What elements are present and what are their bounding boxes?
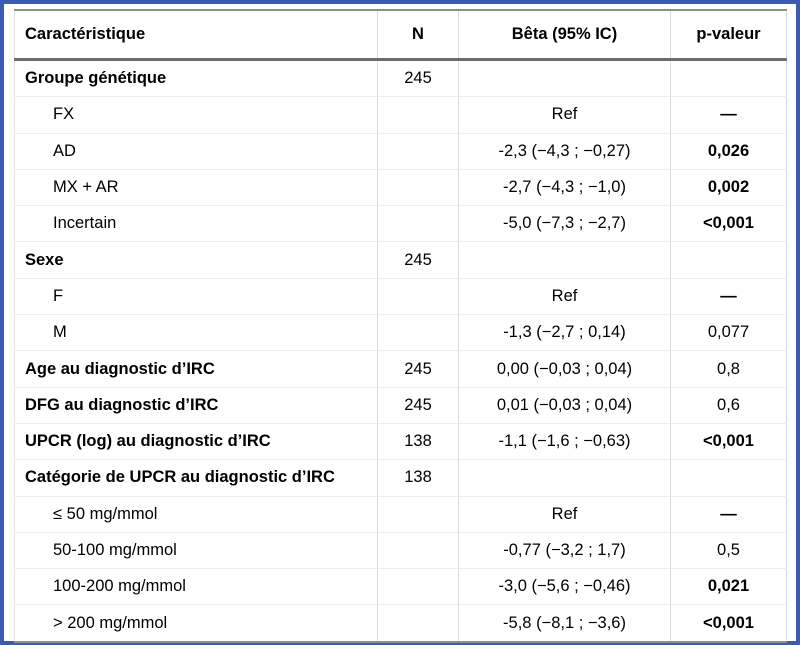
- row-beta-value: [458, 459, 671, 497]
- row-label: Sexe: [14, 241, 378, 279]
- row-beta-value: -2,7 (−4,3 ; −1,0): [458, 169, 671, 207]
- row-p-value: [670, 59, 787, 98]
- table-row: 50-100 mg/mmol -0,77 (−3,2 ; 1,7) 0,5: [14, 532, 787, 570]
- table-row: FX Ref —: [14, 96, 787, 134]
- row-label: F: [14, 278, 378, 316]
- row-p-value: <0,001: [670, 423, 787, 461]
- row-n-value: [377, 496, 459, 533]
- table-row: Catégorie de UPCR au diagnostic d’IRC 138: [14, 459, 787, 497]
- row-label: > 200 mg/mmol: [14, 604, 378, 642]
- row-label: 50-100 mg/mmol: [14, 532, 378, 570]
- row-n-value: 245: [377, 387, 459, 424]
- row-label: UPCR (log) au diagnostic d’IRC: [14, 423, 378, 461]
- row-n-value: 245: [377, 350, 459, 388]
- row-beta-value: 0,01 (−0,03 ; 0,04): [458, 387, 671, 424]
- row-p-value: <0,001: [703, 613, 754, 632]
- row-label: ≤ 50 mg/mmol: [14, 496, 378, 533]
- row-label: Catégorie de UPCR au diagnostic d’IRC: [14, 459, 378, 497]
- row-n-value: 138: [377, 423, 459, 461]
- row-label: Incertain: [14, 205, 378, 243]
- table-row: Incertain -5,0 (−7,3 ; −2,7) <0,001: [14, 205, 787, 243]
- row-beta-value: -5,8 (−8,1 ; −3,6): [458, 604, 671, 642]
- row-beta-value: [458, 241, 671, 279]
- table-row: MX + AR -2,7 (−4,3 ; −1,0) 0,002: [14, 169, 787, 207]
- row-n-value: [377, 532, 459, 570]
- col-header-n: N: [377, 10, 459, 61]
- row-p-value: 0,021: [670, 568, 787, 606]
- row-label: Groupe génétique: [14, 59, 378, 98]
- row-n-value: [377, 205, 459, 243]
- table-row: M -1,3 (−2,7 ; 0,14) 0,077: [14, 314, 787, 352]
- row-p-value: 0,5: [670, 532, 787, 570]
- row-beta-value: Ref: [458, 278, 671, 316]
- row-n-value: [377, 568, 459, 606]
- row-p-value: 0,6: [670, 387, 787, 424]
- row-label: M: [14, 314, 378, 352]
- row-p-value: —: [670, 96, 787, 134]
- row-label: MX + AR: [14, 169, 378, 207]
- table-row: 100-200 mg/mmol -3,0 (−5,6 ; −0,46) 0,021: [14, 568, 787, 606]
- table-row: > 200 mg/mmol -5,8 (−8,1 ; −3,6) <0,001: [14, 604, 787, 642]
- row-beta-value: -3,0 (−5,6 ; −0,46): [458, 568, 671, 606]
- row-p-value: [670, 459, 787, 497]
- row-p-value: 0,8: [670, 350, 787, 388]
- table-row: ≤ 50 mg/mmol Ref —: [14, 496, 787, 533]
- row-beta-value: 0,00 (−0,03 ; 0,04): [458, 350, 671, 388]
- row-p-value: <0,001: [670, 205, 787, 243]
- row-p-value: —: [670, 496, 787, 533]
- row-beta-value: Ref: [458, 496, 671, 533]
- regression-results-table: Caractéristique N Bêta (95% IC) p-valeur…: [14, 9, 787, 643]
- row-label: AD: [14, 133, 378, 170]
- table-row: AD -2,3 (−4,3 ; −0,27) 0,026: [14, 133, 787, 170]
- row-n-value: 138: [377, 459, 459, 497]
- col-header-p-valeur: p-valeur: [670, 10, 787, 61]
- row-beta-value: -0,77 (−3,2 ; 1,7): [458, 532, 671, 570]
- row-n-value: [377, 604, 459, 642]
- col-header-beta: Bêta (95% IC): [458, 10, 671, 61]
- row-beta-value: -5,0 (−7,3 ; −2,7): [458, 205, 671, 243]
- table-row: UPCR (log) au diagnostic d’IRC 138 -1,1 (−…: [14, 423, 787, 461]
- row-p-value: 0,002: [670, 169, 787, 207]
- row-beta-value: -1,3 (−2,7 ; 0,14): [458, 314, 671, 352]
- row-n-value: [377, 96, 459, 134]
- row-p-value: 0,026: [670, 133, 787, 170]
- row-label: FX: [14, 96, 378, 134]
- col-header-caracteristique: Caractéristique: [14, 10, 378, 61]
- table-header: Caractéristique N Bêta (95% IC) p-valeur: [14, 10, 787, 61]
- row-n-value: [377, 314, 459, 352]
- row-label: DFG au diagnostic d’IRC: [14, 387, 378, 424]
- row-beta-value: [458, 59, 671, 98]
- table-row: DFG au diagnostic d’IRC 245 0,01 (−0,03 ; …: [14, 387, 787, 424]
- row-p-value: —: [670, 278, 787, 316]
- row-n-value: 245: [377, 241, 459, 279]
- table-row: Groupe génétique 245: [14, 59, 787, 98]
- table-row: Sexe 245: [14, 241, 787, 279]
- row-label: 100-200 mg/mmol: [14, 568, 378, 606]
- row-n-value: [377, 278, 459, 316]
- row-p-value: [670, 241, 787, 279]
- table-body: Groupe génétique 245 FX Ref — AD -2,3 (−4,3 ; …: [14, 59, 787, 642]
- table-row: F Ref —: [14, 278, 787, 316]
- row-beta-value: -1,1 (−1,6 ; −0,63): [458, 423, 671, 461]
- row-n-value: [377, 133, 459, 170]
- header-row: Caractéristique N Bêta (95% IC) p-valeur: [14, 10, 787, 61]
- row-label: Age au diagnostic d’IRC: [14, 350, 378, 388]
- row-n-value: [377, 169, 459, 207]
- row-p-value: 0,077: [670, 314, 787, 352]
- row-beta-value: Ref: [458, 96, 671, 134]
- row-n-value: 245: [377, 59, 459, 98]
- table-row: Age au diagnostic d’IRC 245 0,00 (−0,03 ; …: [14, 350, 787, 388]
- row-beta-value: -2,3 (−4,3 ; −0,27): [458, 133, 671, 170]
